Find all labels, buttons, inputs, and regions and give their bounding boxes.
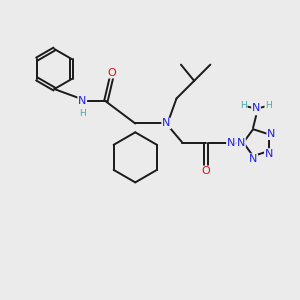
Text: N: N xyxy=(265,149,273,159)
Text: O: O xyxy=(107,68,116,78)
Text: O: O xyxy=(202,166,210,176)
Text: N: N xyxy=(237,138,245,148)
Text: H: H xyxy=(79,109,86,118)
Text: N: N xyxy=(78,96,86,106)
Text: N: N xyxy=(252,103,260,113)
Text: N: N xyxy=(267,129,275,139)
Text: N: N xyxy=(227,138,235,148)
Text: N: N xyxy=(249,154,257,164)
Text: H: H xyxy=(240,101,247,110)
Text: H: H xyxy=(265,101,272,110)
Text: N: N xyxy=(162,118,170,128)
